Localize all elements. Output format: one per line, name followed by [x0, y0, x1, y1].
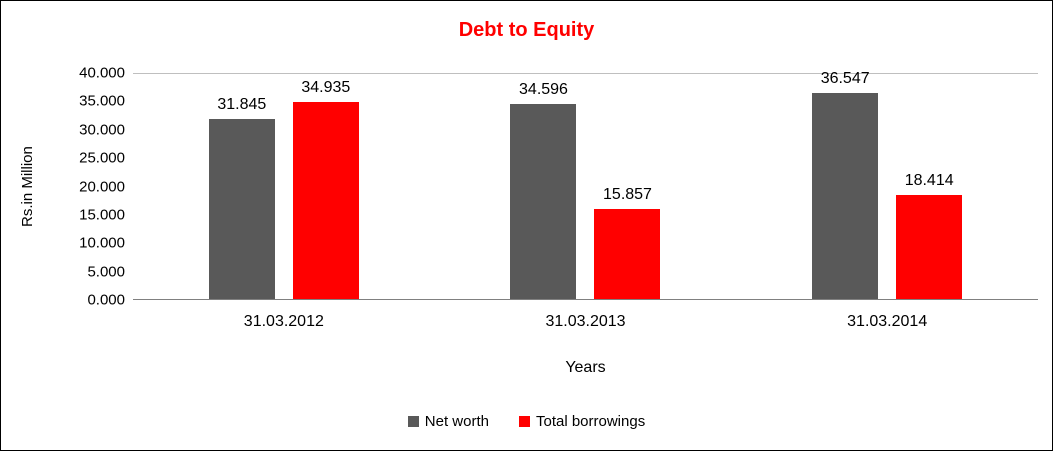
legend: Net worth Total borrowings	[1, 413, 1052, 430]
chart-title: Debt to Equity	[458, 19, 595, 41]
y-tick-label: 0.000	[87, 291, 125, 309]
y-tick-label: 10.000	[79, 234, 125, 252]
bar-total-borrowings: 34.935	[292, 79, 359, 299]
x-category-label: 31.03.2014	[847, 313, 928, 330]
bar-group: 36.547 18.414	[736, 70, 1038, 299]
y-tick-label: 25.000	[79, 149, 125, 167]
x-category-label: 31.03.2013	[545, 313, 626, 330]
y-axis-tick-labels: 0.000 5.000 10.000 15.000 20.000 25.000 30.000…	[41, 65, 125, 309]
bar-net-worth: 31.845	[208, 96, 275, 299]
y-tick-label: 40.000	[79, 64, 125, 82]
data-label: 34.596	[519, 80, 568, 98]
gridline	[133, 73, 1038, 74]
y-tick-label: 20.000	[79, 178, 125, 195]
bar-group: 31.845 34.935	[133, 73, 435, 299]
plot-area: 31.845 34.935 34.596 15.857 36.547 18.414	[133, 70, 1038, 300]
bar-total-borrowings: 15.857	[594, 186, 661, 299]
x-axis-labels: 31.03.2012 31.03.2013 31.03.2014	[133, 313, 1038, 331]
data-label: 34.935	[301, 78, 351, 96]
legend-label: Total borrowings	[535, 413, 646, 430]
legend-swatch	[518, 416, 530, 427]
data-label: 15.857	[603, 186, 652, 204]
bar-total-borrowings: 18.414	[896, 172, 963, 299]
bar-net-worth: 36.547	[812, 70, 879, 299]
y-axis-title: Rs.in Million	[19, 146, 36, 227]
x-category-label: 31.03.2012	[243, 313, 324, 330]
y-tick-label: 35.000	[79, 92, 125, 110]
legend-swatch	[407, 416, 419, 427]
y-tick-label: 15.000	[79, 206, 125, 224]
y-tick-label: 30.000	[79, 121, 125, 139]
legend-item: Net worth	[407, 413, 489, 430]
data-label: 36.547	[820, 69, 870, 87]
bar-net-worth: 34.596	[510, 81, 577, 299]
y-tick-label: 5.000	[87, 263, 125, 281]
x-axis-title: Years	[565, 359, 606, 376]
data-label: 18.414	[904, 171, 954, 189]
data-label: 31.845	[217, 96, 267, 114]
bar-group: 34.596 15.857	[435, 73, 737, 299]
legend-item: Total borrowings	[518, 413, 646, 430]
legend-label: Net worth	[424, 413, 489, 430]
